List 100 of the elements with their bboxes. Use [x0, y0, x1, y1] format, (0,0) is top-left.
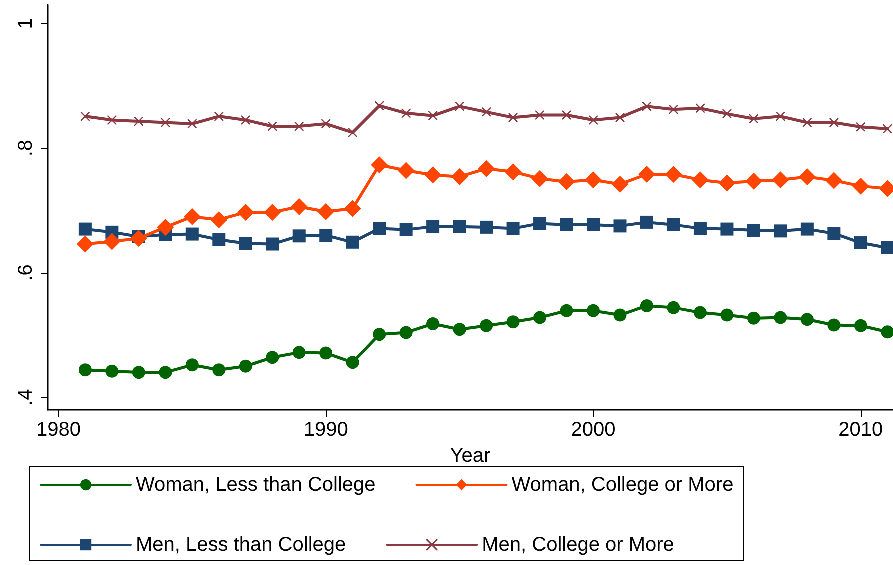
point — [854, 236, 868, 250]
point — [614, 308, 627, 322]
point — [504, 163, 522, 180]
point — [400, 223, 413, 236]
x-axis-title: Year — [450, 445, 492, 467]
point — [587, 218, 600, 232]
point — [774, 311, 788, 324]
point — [294, 122, 304, 131]
legend-label: Woman, College or More — [512, 474, 734, 496]
point — [428, 111, 438, 120]
point — [718, 174, 736, 192]
x-tick-label: 1980 — [36, 419, 81, 441]
point — [776, 112, 786, 122]
point — [241, 116, 250, 125]
point — [585, 172, 602, 189]
point — [852, 178, 870, 195]
point — [640, 299, 654, 312]
point — [667, 218, 680, 232]
point — [402, 108, 411, 118]
point — [76, 236, 94, 253]
point — [747, 224, 760, 238]
point — [614, 220, 627, 233]
point — [881, 242, 893, 254]
point — [881, 326, 893, 339]
point — [290, 198, 308, 216]
point — [320, 346, 333, 360]
y-tick-label: .8 — [15, 140, 37, 157]
x-tick-label: 2010 — [838, 419, 884, 441]
point — [132, 366, 146, 380]
point — [184, 208, 201, 226]
point — [536, 110, 545, 120]
point — [104, 233, 121, 250]
point — [747, 312, 760, 325]
point — [534, 217, 547, 230]
point — [560, 218, 574, 232]
point — [212, 233, 226, 246]
point — [266, 351, 280, 364]
point — [375, 101, 384, 110]
point — [292, 230, 306, 243]
point — [322, 120, 331, 129]
point — [157, 218, 174, 236]
legend-label: Men, Less than College — [136, 534, 346, 556]
point — [373, 328, 386, 342]
point — [451, 168, 468, 186]
point — [560, 304, 574, 318]
point — [802, 118, 812, 128]
point — [482, 108, 492, 117]
point — [612, 176, 629, 193]
point — [268, 122, 278, 131]
point — [692, 172, 709, 189]
point — [828, 318, 841, 332]
point — [78, 364, 92, 377]
point — [264, 204, 282, 221]
point — [455, 102, 464, 112]
point — [696, 104, 705, 113]
point — [188, 120, 197, 129]
point — [186, 358, 199, 372]
point — [237, 204, 254, 221]
point — [373, 222, 386, 236]
point — [798, 168, 816, 186]
point — [800, 313, 814, 326]
point — [480, 220, 494, 234]
point — [669, 105, 678, 114]
point — [532, 170, 549, 188]
point — [856, 122, 866, 132]
legend-label: Woman, Less than College — [136, 474, 376, 496]
point — [478, 160, 496, 178]
y-tick-label: .6 — [15, 264, 37, 282]
point — [720, 222, 734, 236]
point — [453, 220, 466, 234]
point — [371, 156, 388, 174]
point — [346, 356, 360, 370]
point — [346, 236, 360, 249]
y-tick-label: .4 — [15, 389, 37, 406]
point — [558, 173, 576, 190]
point — [210, 211, 228, 228]
point — [640, 216, 654, 229]
point — [854, 319, 868, 332]
point — [292, 346, 306, 360]
point — [800, 222, 814, 236]
point — [398, 162, 415, 180]
point — [774, 224, 788, 238]
x-tick-label: 1990 — [304, 419, 348, 441]
point — [78, 222, 92, 236]
point — [720, 308, 734, 322]
x-tick-label: 2000 — [571, 419, 616, 441]
point — [426, 318, 440, 331]
point — [239, 360, 252, 373]
point — [348, 128, 358, 138]
point — [722, 110, 732, 119]
point — [665, 166, 682, 183]
point — [534, 311, 547, 324]
point — [828, 227, 841, 240]
point — [318, 203, 335, 220]
point — [745, 172, 762, 190]
point — [826, 172, 843, 190]
point — [587, 304, 600, 318]
point — [667, 301, 680, 314]
point — [214, 112, 224, 122]
point — [424, 166, 442, 184]
